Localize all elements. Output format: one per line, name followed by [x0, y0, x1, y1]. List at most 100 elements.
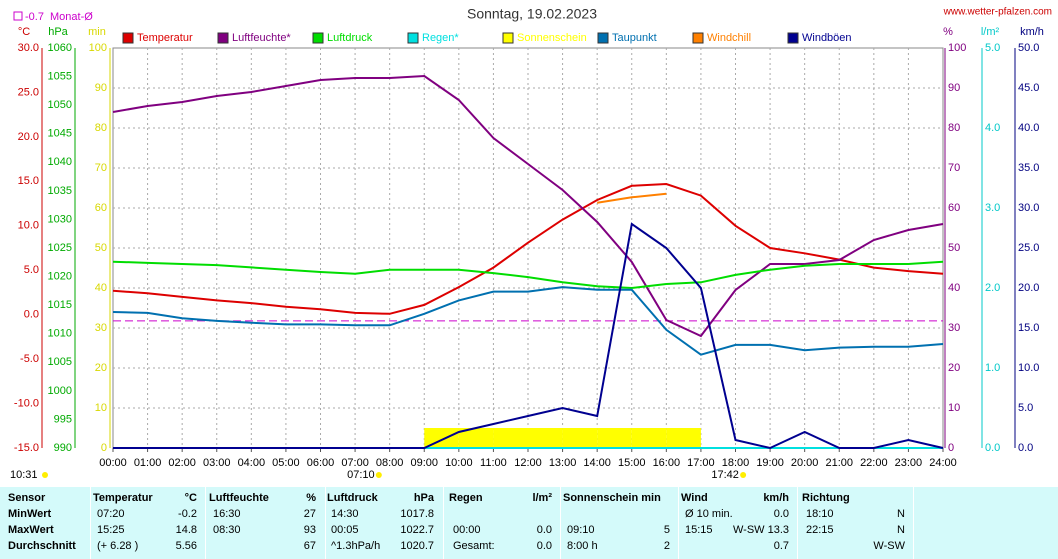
source: www.wetter-pfalzen.com [943, 7, 1052, 18]
legend-label: Windböen [802, 32, 852, 44]
y-tick-label: 30.0 [1018, 202, 1039, 214]
table-cell: 18:10 [806, 508, 834, 520]
y-tick-label: 50 [948, 242, 960, 254]
y-tick-label: 1.0 [985, 362, 1000, 374]
y-tick-label: 80 [948, 122, 960, 134]
month-avg-label: Monat-Ø [50, 11, 93, 23]
y-tick-label: 1045 [48, 128, 72, 140]
series-line [112, 260, 944, 290]
y-tick-label: 20.0 [1018, 282, 1039, 294]
column-separator [678, 487, 679, 559]
y-tick-label: 10 [948, 402, 960, 414]
column-separator [913, 487, 914, 559]
table-cell: 1022.7 [400, 524, 434, 536]
legend-label: Windchill [707, 32, 751, 44]
legend-label: Regen* [422, 32, 459, 44]
sunset-icon [740, 472, 747, 478]
y-tick-label: 40 [948, 282, 960, 294]
legend-swatch [312, 32, 324, 44]
table-cell: 22:15 [806, 524, 834, 536]
y-tick-label: 0.0 [1018, 442, 1033, 454]
x-tick-label: 06:00 [307, 457, 335, 469]
table-cell: 93 [303, 524, 316, 536]
table-cell: Ø 10 min. [685, 508, 733, 520]
legend-label: Luftdruck [327, 32, 373, 44]
y-tick-label: 995 [54, 413, 72, 425]
y-tick-label: 45.0 [1018, 82, 1039, 94]
y-tick-label: 40.0 [1018, 122, 1039, 134]
legend-swatch [692, 32, 704, 44]
table-header: Sonnenschein min [563, 492, 661, 504]
series-line [112, 74, 944, 338]
axis-title: % [943, 26, 953, 38]
axis-title: °C [18, 26, 30, 38]
x-tick-label: 10:00 [445, 457, 473, 469]
y-tick-label: 0.0 [24, 309, 39, 321]
y-tick-label: 100 [89, 42, 107, 54]
series-line [112, 286, 944, 356]
x-tick-label: 01:00 [134, 457, 162, 469]
table-header: Luftfeuchte [209, 492, 269, 504]
y-tick-label: 990 [54, 442, 72, 454]
y-tick-label: 30 [95, 322, 107, 334]
table-cell: 0.7 [773, 540, 789, 552]
y-tick-label: 70 [95, 162, 107, 174]
x-tick-label: 20:00 [791, 457, 819, 469]
y-tick-label: -10.0 [14, 397, 39, 409]
column-separator [560, 487, 561, 559]
y-tick-label: 20 [948, 362, 960, 374]
table-cell: 67 [303, 540, 316, 552]
axis-title: hPa [48, 26, 68, 38]
sunrise-label: 07:10 [347, 469, 375, 481]
y-tick-label: 15.0 [18, 175, 39, 187]
table-cell: 07:20 [97, 508, 125, 520]
table-cell: 0.0 [536, 524, 552, 536]
table-header: Temperatur [93, 492, 153, 504]
sun-bar [493, 428, 528, 448]
x-tick-label: 08:00 [376, 457, 404, 469]
sun-bar [528, 428, 563, 448]
y-tick-label: 90 [95, 82, 107, 94]
y-tick-label: 50 [95, 242, 107, 254]
table-cell: ^1.3hPa/h [331, 540, 381, 552]
x-tick-label: 02:00 [168, 457, 196, 469]
table-header: km/h [763, 492, 789, 504]
y-tick-label: 10 [95, 402, 107, 414]
sun-bar [458, 428, 494, 448]
x-tick-label: 17:00 [687, 457, 715, 469]
y-tick-label: 50.0 [1018, 42, 1039, 54]
column-separator [797, 487, 798, 559]
y-tick-label: 0 [948, 442, 954, 454]
sun-bar [597, 428, 632, 448]
table-cell: 16:30 [213, 508, 241, 520]
legend-swatch [407, 32, 419, 44]
column-separator [90, 487, 91, 559]
table-cell: (+ 6.28 ) [97, 540, 139, 552]
y-tick-label: 20.0 [18, 131, 39, 143]
sun-icon [42, 472, 48, 478]
axis-title: l/m² [981, 26, 1000, 38]
legend-label: Luftfeuchte* [232, 32, 291, 44]
axis-title: min [88, 26, 106, 38]
y-tick-label: 0.0 [985, 442, 1000, 454]
sunrise-icon [375, 472, 382, 478]
table-cell: 09:10 [567, 524, 595, 536]
y-tick-label: -15.0 [14, 442, 39, 454]
legend-swatch [597, 32, 609, 44]
sunset-label: 17:42 [711, 469, 739, 481]
table-cell: 1020.7 [400, 540, 434, 552]
table-cell: W-SW [873, 540, 905, 552]
legend-label: Sonnenschein [517, 32, 587, 44]
table-header: Sensor [8, 492, 46, 504]
axis-title: km/h [1020, 26, 1044, 38]
y-tick-label: 25.0 [1018, 242, 1039, 254]
table-cell: 5.56 [175, 540, 197, 552]
legend-swatch [787, 32, 799, 44]
table-header: % [306, 492, 316, 504]
sun-bar [666, 428, 701, 448]
x-tick-label: 21:00 [825, 457, 853, 469]
x-tick-label: 22:00 [860, 457, 888, 469]
x-tick-label: 04:00 [238, 457, 266, 469]
x-tick-label: 19:00 [756, 457, 784, 469]
